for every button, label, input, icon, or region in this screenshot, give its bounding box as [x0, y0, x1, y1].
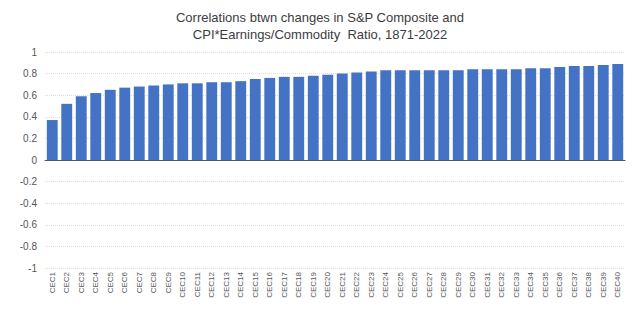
- svg-text:CEC10: CEC10: [178, 271, 187, 297]
- svg-text:CEC24: CEC24: [381, 271, 390, 297]
- svg-text:CEC18: CEC18: [294, 271, 303, 297]
- svg-text:0.2: 0.2: [23, 133, 37, 144]
- svg-text:-0.2: -0.2: [20, 176, 38, 187]
- svg-text:CEC3: CEC3: [77, 271, 86, 293]
- svg-text:CEC20: CEC20: [323, 271, 332, 297]
- svg-text:Correlations btwn changes in S: Correlations btwn changes in S&P Composi…: [176, 10, 464, 25]
- svg-text:CEC32: CEC32: [497, 271, 506, 297]
- svg-text:CEC5: CEC5: [106, 271, 115, 293]
- svg-text:CEC33: CEC33: [512, 271, 521, 297]
- svg-text:CEC38: CEC38: [584, 271, 593, 297]
- svg-text:CEC29: CEC29: [454, 271, 463, 297]
- svg-text:CEC22: CEC22: [352, 271, 361, 297]
- svg-text:CEC14: CEC14: [236, 271, 245, 297]
- svg-text:CEC34: CEC34: [526, 271, 535, 297]
- svg-text:CEC13: CEC13: [222, 271, 231, 297]
- svg-text:CEC16: CEC16: [265, 271, 274, 297]
- svg-text:CEC6: CEC6: [120, 271, 129, 293]
- svg-text:CEC26: CEC26: [410, 271, 419, 297]
- svg-text:CEC4: CEC4: [91, 271, 100, 293]
- svg-text:CEC8: CEC8: [149, 271, 158, 293]
- svg-text:-1: -1: [28, 263, 37, 274]
- svg-text:-0.4: -0.4: [20, 198, 38, 209]
- svg-text:-0.8: -0.8: [20, 241, 38, 252]
- svg-text:CEC28: CEC28: [439, 271, 448, 297]
- svg-text:CEC31: CEC31: [483, 271, 492, 297]
- svg-text:0.6: 0.6: [23, 90, 37, 101]
- svg-text:CEC21: CEC21: [338, 271, 347, 297]
- svg-text:-0.6: -0.6: [20, 219, 38, 230]
- svg-text:CEC37: CEC37: [570, 271, 579, 297]
- svg-text:0.4: 0.4: [23, 111, 37, 122]
- svg-text:1: 1: [31, 47, 37, 58]
- svg-text:CEC11: CEC11: [193, 271, 202, 297]
- svg-text:CEC27: CEC27: [425, 271, 434, 297]
- svg-text:CEC35: CEC35: [541, 271, 550, 297]
- svg-text:CEC7: CEC7: [135, 271, 144, 293]
- svg-text:CEC2: CEC2: [62, 271, 71, 293]
- svg-text:CEC17: CEC17: [280, 271, 289, 297]
- svg-text:CEC36: CEC36: [555, 271, 564, 297]
- svg-text:CEC25: CEC25: [396, 271, 405, 297]
- svg-text:0: 0: [31, 155, 37, 166]
- svg-text:0.8: 0.8: [23, 68, 37, 79]
- svg-text:CEC19: CEC19: [309, 271, 318, 297]
- svg-text:CEC23: CEC23: [367, 271, 376, 297]
- svg-text:CEC1: CEC1: [48, 271, 57, 293]
- svg-text:CEC30: CEC30: [468, 271, 477, 297]
- svg-text:CEC9: CEC9: [164, 271, 173, 293]
- svg-text:CEC12: CEC12: [207, 271, 216, 297]
- svg-text:CEC40: CEC40: [613, 271, 622, 297]
- svg-text:CPI*Earnings/Commodity Ratio,: CPI*Earnings/Commodity Ratio, 1871-2022: [193, 27, 447, 42]
- svg-text:CEC15: CEC15: [251, 271, 260, 297]
- svg-text:CEC39: CEC39: [599, 271, 608, 297]
